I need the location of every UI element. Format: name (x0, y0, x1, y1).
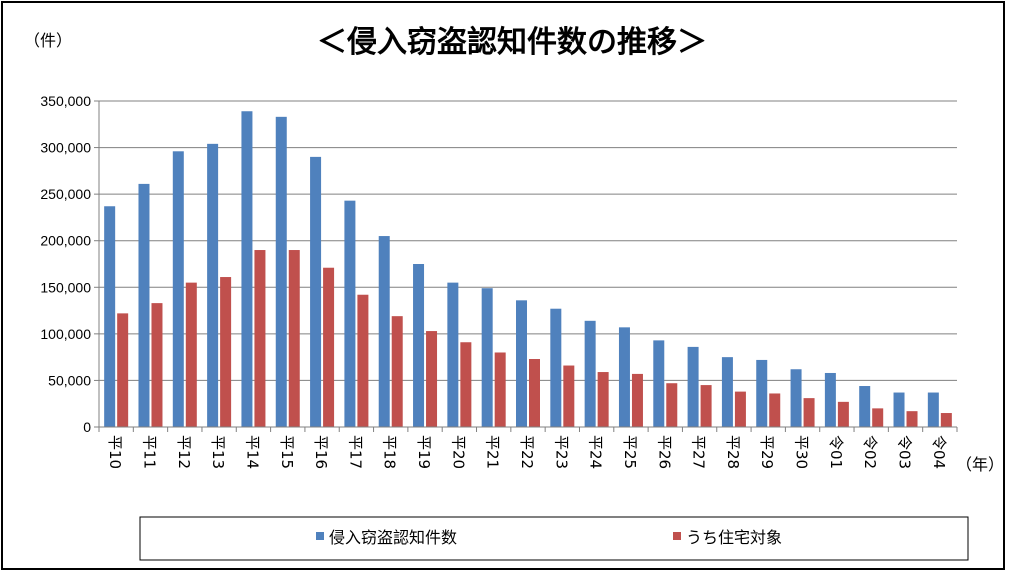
bar-series-1 (653, 340, 665, 427)
x-tick-label: 平23 (552, 435, 570, 469)
y-axis-unit-label: （件） (24, 31, 72, 50)
bar-series-2 (529, 359, 540, 427)
x-tick-label: 平28 (724, 435, 742, 469)
x-tick-label: 平11 (140, 435, 158, 469)
x-tick-label: 平21 (484, 435, 502, 469)
y-tick-label: 0 (83, 419, 91, 435)
bar-series-1 (481, 288, 493, 427)
bar-series-1 (927, 392, 939, 427)
bar-series-2 (460, 342, 472, 427)
bar-series-2 (426, 331, 438, 427)
chart-title: ＜侵入窃盗認知件数の推移＞ (317, 25, 707, 60)
x-tick-label: 令04 (930, 435, 948, 469)
bar-series-2 (837, 401, 849, 427)
x-tick-label: 令01 (827, 435, 845, 469)
bar-series-2 (631, 373, 643, 427)
bar-series-2 (769, 393, 781, 427)
x-tick-label: 平14 (243, 435, 261, 469)
y-tick-label: 100,000 (40, 326, 91, 342)
bar-series-1 (344, 200, 356, 427)
bar-series-2 (872, 408, 884, 427)
bar-series-1 (618, 327, 630, 427)
bar-series-1 (207, 143, 219, 428)
bar-series-2 (734, 391, 746, 427)
x-tick-label: 平17 (346, 435, 364, 469)
x-axis-ticks: 平10 平11 平12 平13 平14 平15 平16 平17 平18 平19 平20 平21 平22 平… (98, 426, 958, 469)
bar-series-1 (721, 357, 733, 427)
x-tick-label: 平15 (278, 435, 296, 469)
bar-series-2 (288, 250, 300, 427)
bar-series-1 (241, 111, 253, 427)
bar-series-1 (756, 359, 768, 427)
bar-series-2 (185, 282, 197, 427)
bar-series-1 (859, 386, 871, 427)
legend-swatch-series-2 (673, 532, 681, 540)
x-tick-label: 平22 (518, 435, 536, 469)
x-tick-label: 平20 (449, 435, 467, 469)
bar-series-1 (172, 151, 184, 427)
x-tick-label: 令03 (896, 435, 914, 469)
legend-swatch-series-1 (316, 532, 324, 540)
bar-series-1 (550, 308, 562, 427)
x-tick-label: 平26 (655, 435, 673, 469)
x-tick-label: 平13 (209, 435, 227, 469)
bar-series-1 (687, 346, 699, 427)
bar-series-2 (391, 316, 403, 427)
bar-series-2 (563, 365, 575, 427)
x-tick-label: 平18 (381, 435, 399, 469)
bar-series-1 (893, 392, 905, 427)
bar-series-1 (138, 183, 150, 427)
y-tick-label: 150,000 (40, 279, 91, 295)
x-tick-label: 平16 (312, 435, 330, 469)
y-tick-label: 300,000 (40, 140, 91, 156)
bar-series-2 (254, 250, 266, 427)
bar-series-1 (790, 369, 802, 427)
bar-series-2 (666, 383, 678, 427)
bar-series-2 (494, 352, 506, 427)
bar-series-1 (413, 264, 425, 427)
bar-series-1 (447, 282, 459, 427)
x-tick-label: 平29 (758, 435, 776, 469)
x-tick-label: 平12 (175, 435, 193, 469)
x-tick-label: 平24 (587, 435, 605, 469)
bar-series-2 (803, 398, 815, 427)
bar-series-1 (275, 116, 287, 427)
y-tick-label: 200,000 (40, 233, 91, 249)
bar-series-2 (700, 385, 712, 427)
bar-series-1 (516, 300, 527, 427)
legend-label-series-1: 侵入窃盗認知件数 (329, 528, 457, 547)
bar-series-1 (584, 320, 596, 427)
bar-series-2 (151, 303, 163, 427)
bar-series-2 (357, 294, 369, 427)
x-axis-unit-label: （年） (956, 455, 1004, 474)
y-tick-label: 50,000 (48, 372, 91, 388)
bar-series-2 (220, 277, 232, 427)
x-tick-label: 平10 (106, 435, 124, 469)
legend-label-series-2: うち住宅対象 (686, 528, 782, 547)
y-tick-label: 350,000 (40, 93, 91, 109)
bar-series-2 (940, 413, 952, 427)
bar-series-2 (117, 313, 129, 427)
bar-series-2 (906, 411, 918, 427)
bar-series-1 (310, 156, 322, 427)
bar-series-1 (378, 236, 390, 427)
bar-series-2 (323, 267, 335, 427)
bar-series-1 (104, 206, 116, 427)
legend-box (139, 516, 969, 561)
x-tick-label: 平25 (621, 435, 639, 469)
x-tick-label: 平30 (793, 435, 811, 469)
y-tick-label: 250,000 (40, 186, 91, 202)
bar-series-1 (824, 372, 836, 427)
x-tick-label: 平27 (690, 435, 708, 469)
x-tick-label: 令02 (861, 435, 879, 469)
y-axis-ticks: 0 50,000 100,000 150,000 200,000 250,000 300,0… (40, 93, 99, 435)
x-tick-label: 平19 (415, 435, 433, 469)
bars (104, 111, 952, 428)
bar-series-2 (597, 372, 609, 427)
